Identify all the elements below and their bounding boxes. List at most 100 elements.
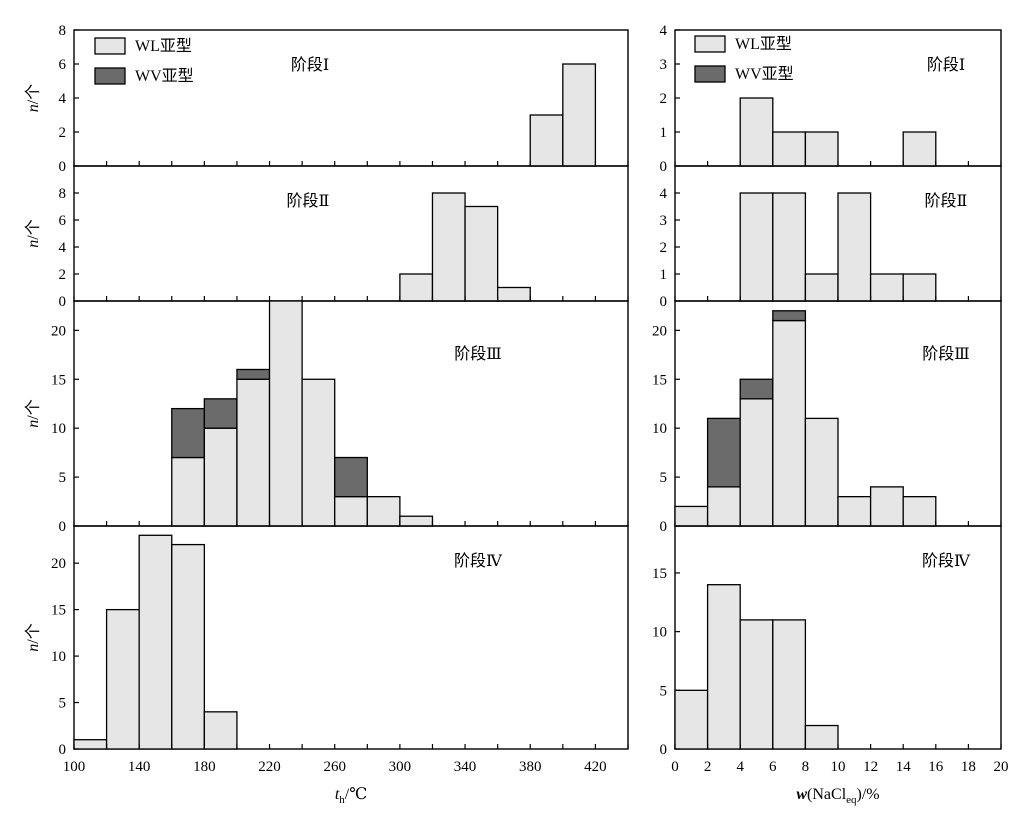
y-axis-label: n/个 bbox=[24, 623, 42, 651]
y-tick-label: 5 bbox=[59, 696, 67, 712]
bar-wl bbox=[301, 378, 336, 527]
bar-wl bbox=[902, 496, 937, 527]
y-tick-label: 10 bbox=[652, 421, 667, 437]
y-tick-label: 5 bbox=[660, 683, 668, 699]
x-tick-label: 6 bbox=[769, 759, 777, 775]
legend-swatch-wl bbox=[694, 35, 726, 53]
y-tick-label: 6 bbox=[59, 57, 67, 73]
x-tick-label: 420 bbox=[584, 759, 607, 775]
x-tick-label: 14 bbox=[896, 759, 912, 775]
legend-label-wv: WV亚型 bbox=[135, 67, 194, 85]
y-tick-label: 15 bbox=[652, 566, 667, 582]
panel-frame bbox=[73, 165, 629, 302]
legend-swatch-wv bbox=[694, 65, 726, 83]
bar-wl bbox=[674, 505, 709, 527]
y-tick-label: 4 bbox=[59, 240, 67, 256]
bar-wv bbox=[334, 456, 368, 498]
bar-wl bbox=[869, 273, 904, 302]
x-tick-label: 220 bbox=[258, 759, 281, 775]
y-tick-label: 2 bbox=[660, 91, 668, 107]
panel-right-2: 0 1 2 3 4 阶段Ⅱ bbox=[660, 165, 1002, 310]
y-tick-label: 3 bbox=[660, 213, 668, 229]
y-tick-label: 8 bbox=[59, 23, 67, 39]
panel-right-3: 0 5 10 15 20 阶段Ⅲ bbox=[652, 300, 1002, 535]
bar-wl bbox=[562, 63, 597, 167]
y-tick-label: 10 bbox=[652, 625, 667, 641]
y-tick-label: 0 bbox=[660, 159, 668, 175]
y-axis-label: n/个 bbox=[24, 219, 42, 247]
stage-label: 阶段Ⅳ bbox=[454, 552, 503, 570]
stage-label: 阶段Ⅲ bbox=[922, 345, 969, 363]
y-tick-label: 0 bbox=[59, 742, 67, 758]
bar-wl bbox=[399, 273, 434, 302]
bar-wl bbox=[902, 131, 937, 167]
bar-wv bbox=[706, 417, 741, 488]
stage-label: 阶段Ⅲ bbox=[454, 345, 501, 363]
y-tick-label: 2 bbox=[660, 240, 668, 256]
bar-wl bbox=[73, 739, 108, 750]
y-tick-label: 10 bbox=[51, 649, 66, 665]
legend-right: WL亚型 WV亚型 bbox=[694, 35, 794, 83]
y-tick-label: 2 bbox=[59, 125, 67, 141]
y-tick-label: 1 bbox=[660, 267, 668, 283]
bar-wl bbox=[203, 427, 238, 527]
y-tick-label: 8 bbox=[59, 186, 67, 202]
stage-label: 阶段Ⅰ bbox=[291, 56, 329, 74]
bar-wl bbox=[431, 192, 466, 302]
y-axis-label: n/个 bbox=[24, 84, 42, 112]
y-axis-var: n bbox=[25, 420, 42, 428]
bar-wv bbox=[171, 407, 206, 459]
x-tick-label: 16 bbox=[928, 759, 944, 775]
panel-right-1: 0 1 2 3 4 阶段Ⅰ bbox=[660, 23, 1002, 175]
bar-wl bbox=[268, 300, 303, 527]
y-tick-label: 20 bbox=[652, 323, 667, 339]
x-axis-sub: h bbox=[339, 794, 345, 806]
x-tick-label: 20 bbox=[994, 759, 1009, 775]
y-axis-var: n bbox=[25, 644, 42, 652]
bar-wl bbox=[739, 97, 774, 167]
x-tick-label: 12 bbox=[863, 759, 878, 775]
y-tick-label: 5 bbox=[660, 470, 668, 486]
x-tick-label: 8 bbox=[802, 759, 810, 775]
bar-wl bbox=[236, 378, 271, 527]
x-tick-label: 100 bbox=[63, 759, 86, 775]
legend-label-wv: WV亚型 bbox=[735, 65, 794, 83]
y-axis-var: n bbox=[25, 240, 42, 248]
y-tick-label: 0 bbox=[660, 294, 668, 310]
stage-label: 阶段Ⅱ bbox=[925, 192, 968, 210]
bar-wl bbox=[772, 131, 807, 167]
bar-wl bbox=[105, 608, 140, 750]
x-tick-label: 2 bbox=[704, 759, 712, 775]
bar-wv bbox=[772, 310, 807, 322]
bar-wl bbox=[804, 131, 839, 167]
x-tick-label: 18 bbox=[961, 759, 976, 775]
y-tick-label: 10 bbox=[51, 421, 66, 437]
bar-wl bbox=[674, 689, 709, 750]
legend-label-wl: WL亚型 bbox=[135, 37, 192, 55]
x-tick-label: 140 bbox=[128, 759, 151, 775]
bar-wl bbox=[772, 619, 807, 750]
y-tick-label: 4 bbox=[660, 186, 668, 202]
bar-wl bbox=[804, 724, 839, 750]
x-axis-label: th/℃ bbox=[335, 786, 367, 806]
x-tick-label: 300 bbox=[389, 759, 412, 775]
legend-left: WL亚型 WV亚型 bbox=[94, 37, 194, 85]
y-tick-label: 20 bbox=[51, 556, 66, 572]
x-axis-var: w bbox=[796, 786, 807, 803]
x-tick-label: 380 bbox=[519, 759, 542, 775]
bar-wl bbox=[366, 496, 401, 527]
bar-wl bbox=[334, 496, 368, 527]
y-tick-label: 15 bbox=[51, 603, 66, 619]
x-axis-prefix: (NaCl bbox=[807, 786, 847, 803]
y-tick-label: 15 bbox=[51, 372, 66, 388]
x-tick-label: 4 bbox=[736, 759, 744, 775]
y-tick-label: 1 bbox=[660, 125, 668, 141]
x-tick-label: 0 bbox=[671, 759, 679, 775]
legend-swatch-wv bbox=[94, 67, 126, 85]
y-tick-label: 15 bbox=[652, 372, 667, 388]
y-axis-unit: /个 bbox=[24, 219, 42, 239]
bar-wl bbox=[706, 486, 741, 527]
